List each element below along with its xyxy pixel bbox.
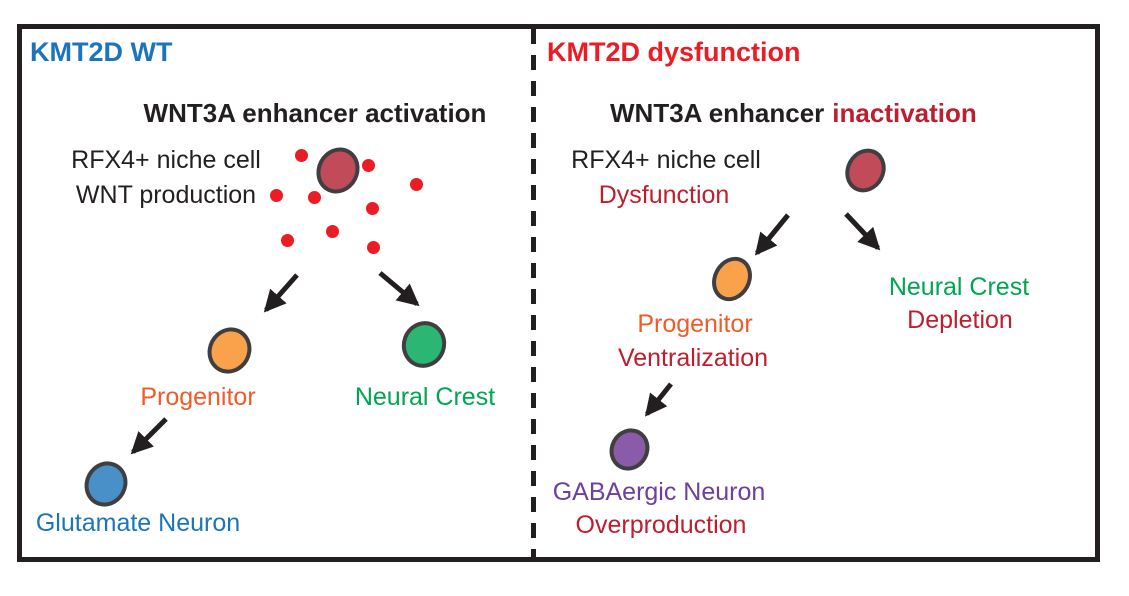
progenitor-label-mut: Progenitor — [637, 310, 753, 338]
wnt-dot — [362, 159, 375, 172]
wnt-dot — [308, 191, 321, 204]
neural-crest-label-mut: Neural Crest — [888, 273, 1030, 301]
niche-cell-label-line1-mut: RFX4+ niche cell — [571, 146, 761, 174]
progenitor-status-mut: Ventralization — [617, 344, 769, 372]
right-panel-header-prefix: WNT3A enhancer — [610, 98, 825, 128]
niche-cell-label-line2-mut: Dysfunction — [598, 181, 730, 209]
wnt-dot — [367, 241, 380, 254]
wnt-dot — [326, 225, 339, 238]
glutamate-neuron-label: Glutamate Neuron — [35, 509, 241, 537]
wnt-dot — [366, 202, 379, 215]
neural-crest-label-wt: Neural Crest — [354, 383, 496, 411]
panel-divider-dashed-line — [531, 29, 536, 557]
niche-cell-label-line1-wt: RFX4+ niche cell — [71, 146, 261, 174]
progenitor-label-wt: Progenitor — [140, 383, 256, 411]
wnt-dot — [295, 149, 308, 162]
wnt-dot — [410, 178, 423, 191]
niche-cell-label-line2-wt: WNT production — [75, 181, 257, 209]
right-panel-title: KMT2D dysfunction — [547, 37, 801, 67]
left-panel-header: WNT3A enhancer activation — [143, 98, 487, 128]
right-panel-header-highlight: inactivation — [832, 98, 977, 128]
figure-border — [17, 24, 1100, 562]
wnt-dot — [281, 234, 294, 247]
wnt-dot — [270, 189, 283, 202]
neural-crest-status-mut: Depletion — [907, 306, 1013, 334]
gaba-neuron-label: GABAergic Neuron — [552, 478, 766, 506]
left-panel-title: KMT2D WT — [30, 37, 173, 67]
gaba-neuron-status: Overproduction — [575, 511, 747, 539]
right-panel-header: WNT3A enhancer inactivation — [610, 98, 977, 129]
